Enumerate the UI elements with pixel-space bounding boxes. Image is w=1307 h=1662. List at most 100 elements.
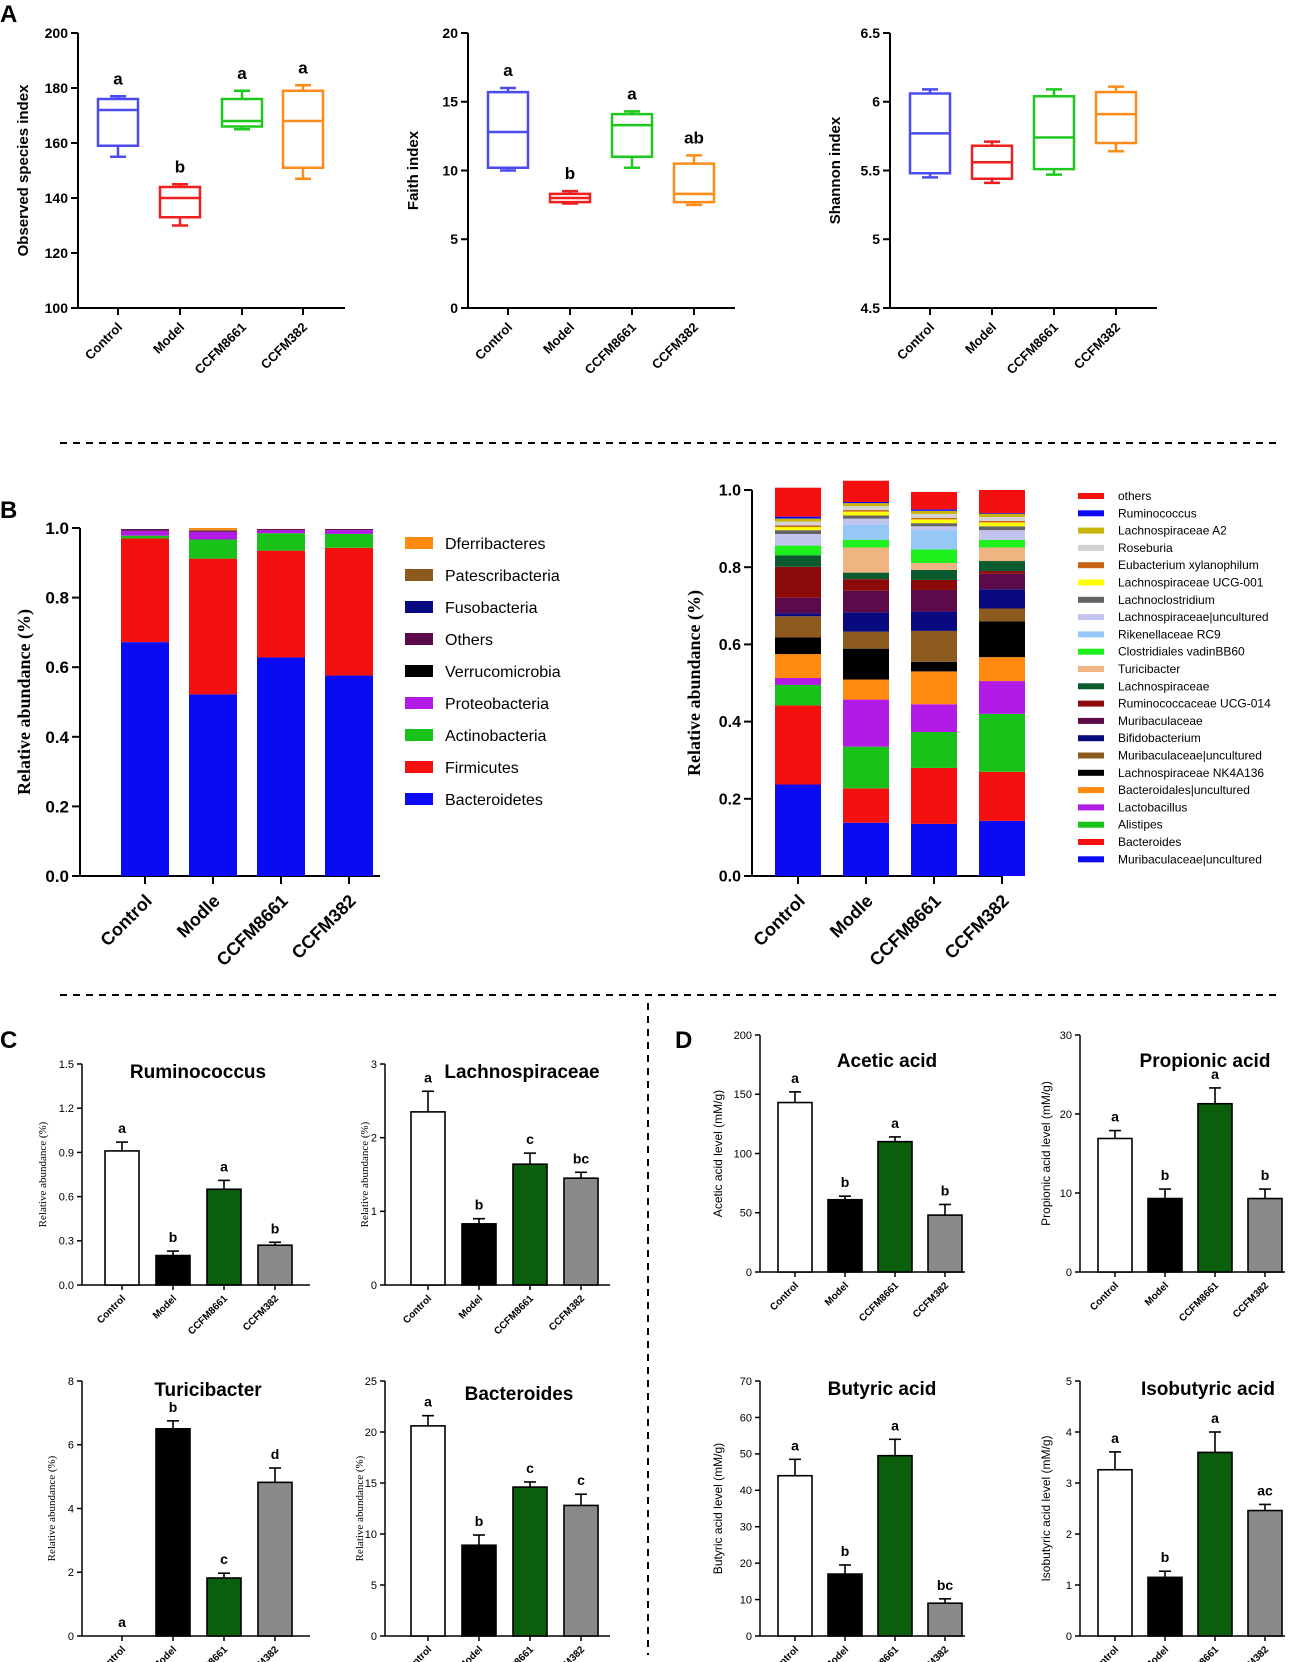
- chart-d3-sig-letter-1: b: [841, 1543, 850, 1559]
- chart-b1-legend-label-1: Patescribacteria: [445, 568, 560, 585]
- chart-b1-legend-label-0: Dferribacteres: [445, 536, 545, 553]
- chart-b1-bar-0-seg-3: [121, 530, 169, 536]
- chart-d3-xlabel-2: CCFM8661: [857, 1644, 901, 1662]
- chart-d1-sig-letter-1: b: [841, 1174, 850, 1190]
- chart-b2-bar-3-seg-0: [979, 820, 1025, 876]
- chart-b2-legend-label-6: Lachnoclostridium: [1118, 593, 1215, 607]
- chart-d2-title: Propionic acid: [1140, 1051, 1271, 1072]
- chart-b2-bar-3-seg-14: [979, 530, 1025, 540]
- chart-b1-legend-swatch-0: [405, 537, 433, 549]
- chart-d4-xlabel-0: Control: [1088, 1644, 1121, 1662]
- chart-b2-bar-2-seg-18: [911, 513, 957, 518]
- chart-b2-bar-2-seg-11: [911, 562, 957, 570]
- chart-d1-bar-1: [827, 1198, 863, 1273]
- chart-d3-sig-letter-0: a: [791, 1437, 799, 1453]
- chart-d4-bar-3: [1247, 1509, 1283, 1637]
- chart-c2-bar-3: [563, 1177, 599, 1286]
- chart-c3-ytick-label-1: 2: [68, 1567, 74, 1579]
- chart-d1-title: Acetic acid: [837, 1051, 937, 1072]
- chart-a2-ytick-label-3: 15: [442, 94, 458, 110]
- chart-b2-legend-label-2: Lachnospiraceae A2: [1118, 524, 1227, 538]
- chart-c1-ytick-label-1: 0.3: [59, 1236, 74, 1248]
- chart-d3-ytick-label-0: 0: [746, 1631, 752, 1643]
- chart-b2-legend-label-7: Lachnospiraceae|uncultured: [1118, 610, 1269, 624]
- chart-a3-box-3: [1094, 90, 1138, 145]
- chart-c1-sig-letter-0: a: [118, 1120, 126, 1136]
- chart-b2-bar-0-seg-14: [775, 534, 821, 546]
- chart-d1-ytick-label-2: 100: [734, 1148, 752, 1160]
- chart-c4-sig-letter-1: b: [475, 1513, 484, 1529]
- chart-a2-xlabel-3: CCFM382: [649, 320, 702, 373]
- chart-b2-bar-1-seg-7: [843, 612, 889, 632]
- chart-b2-bar-0-seg-1: [775, 705, 821, 785]
- chart-b2-bar-0-seg-16: [775, 527, 821, 531]
- chart-c2-ytick-label-1: 1: [371, 1206, 377, 1218]
- chart-a2-box-0: [486, 90, 530, 169]
- chart-b2-legend-label-8: Rikenellaceae RC9: [1118, 627, 1221, 641]
- chart-b2-bar-2-seg-12: [911, 549, 957, 563]
- chart-b2-bar-3-seg-5: [979, 621, 1025, 658]
- chart-b2-bar-1-seg-13: [843, 524, 889, 540]
- chart-b2-bar-2-seg-1: [911, 767, 957, 824]
- chart-b1-bar-2-seg-5: [257, 529, 305, 531]
- chart-b2-bar-0-seg-15: [775, 530, 821, 535]
- chart-b1-ylabel: Relative abundance (%): [14, 609, 35, 795]
- chart-b2-bar-1-seg-15: [843, 515, 889, 519]
- chart-b2-bar-3-seg-3: [979, 681, 1025, 714]
- chart-d1-ytick-label-1: 50: [740, 1208, 752, 1220]
- chart-a1-ytick-label-3: 160: [45, 135, 69, 151]
- chart-d3-ytick-label-2: 20: [740, 1558, 752, 1570]
- chart-a2-box-2: [610, 112, 654, 158]
- chart-d3-ytick-label-6: 60: [740, 1412, 752, 1424]
- chart-d1-ylabel: Acetic acid level (mM/g): [711, 1090, 725, 1217]
- chart-b2-legend-label-12: Ruminococcaceae UCG-014: [1118, 697, 1271, 711]
- chart-a3-xlabel-1: Model: [962, 320, 999, 357]
- chart-b2-bar-1-seg-12: [843, 539, 889, 548]
- chart-a1-ytick-label-4: 180: [45, 80, 69, 96]
- chart-b1-ytick-label-2: 0.4: [45, 728, 69, 747]
- chart-d2-ylabel: Propionic acid level (mM/g): [1039, 1081, 1053, 1226]
- chart-b2-bar-0-seg-3: [775, 677, 821, 685]
- chart-c2-sig-letter-2: c: [526, 1131, 534, 1147]
- chart-a1-ylabel: Observed species index: [15, 84, 32, 256]
- chart-c2-sig-letter-3: bc: [573, 1150, 590, 1166]
- chart-d2-sig-letter-0: a: [1111, 1109, 1119, 1125]
- chart-b2-legend-swatch-13: [1078, 717, 1104, 724]
- chart-a1-box-1: [158, 185, 202, 219]
- chart-b2-bar-0-seg-7: [775, 613, 821, 617]
- chart-b1-bar-3-seg-2: [325, 533, 373, 548]
- chart-b1-legend-label-5: Proteobacteria: [445, 696, 549, 713]
- chart-d2-ytick-label-3: 30: [1060, 1030, 1072, 1042]
- chart-b2-bar-0-seg-6: [775, 616, 821, 638]
- chart-b1-xlabel-3: CCFM382: [288, 891, 360, 963]
- chart-c2-ytick-label-0: 0: [371, 1280, 377, 1292]
- chart-d4-sig-letter-3: ac: [1257, 1482, 1273, 1498]
- chart-b2-ytick-label-5: 1.0: [719, 483, 741, 500]
- chart-c4-sig-letter-0: a: [424, 1394, 432, 1410]
- chart-b1-legend-label-7: Firmicutes: [445, 760, 519, 777]
- chart-c4-ytick-label-3: 15: [365, 1478, 377, 1490]
- chart-c3-bar-1: [155, 1428, 191, 1637]
- chart-b1-legend-swatch-3: [405, 633, 433, 645]
- chart-b2-xlabel-2: CCFM8661: [866, 891, 945, 970]
- chart-b2-bar-3-seg-17: [979, 520, 1025, 523]
- chart-b2-bar-3-seg-2: [979, 713, 1025, 772]
- chart-b2-ytick-label-4: 0.8: [719, 560, 741, 577]
- chart-a3-xlabel-2: CCFM8661: [1004, 320, 1062, 378]
- chart-a1-sig-letter-2: a: [237, 64, 247, 83]
- chart-b2-ylabel: Relative abundance (%): [684, 590, 705, 776]
- chart-c3-sig-letter-0: a: [118, 1614, 126, 1630]
- chart-b2-bar-3-seg-15: [979, 526, 1025, 531]
- chart-b2-bar-1-seg-19: [843, 503, 889, 507]
- chart-b2-bar-3-seg-9: [979, 571, 1025, 574]
- chart-b2-legend-swatch-4: [1078, 562, 1104, 569]
- chart-b2-bar-2-seg-19: [911, 510, 957, 514]
- chart-d1-ytick-label-4: 200: [734, 1030, 752, 1042]
- chart-a2-sig-letter-2: a: [627, 84, 637, 103]
- chart-b1-bar-1-seg-3: [189, 531, 237, 540]
- chart-a2-sig-letter-3: ab: [684, 128, 704, 147]
- chart-b2-legend-swatch-9: [1078, 648, 1104, 655]
- chart-b2-ytick-label-3: 0.6: [719, 637, 741, 654]
- chart-d3-sig-letter-2: a: [891, 1417, 899, 1433]
- chart-d1-ytick-label-0: 0: [746, 1267, 752, 1279]
